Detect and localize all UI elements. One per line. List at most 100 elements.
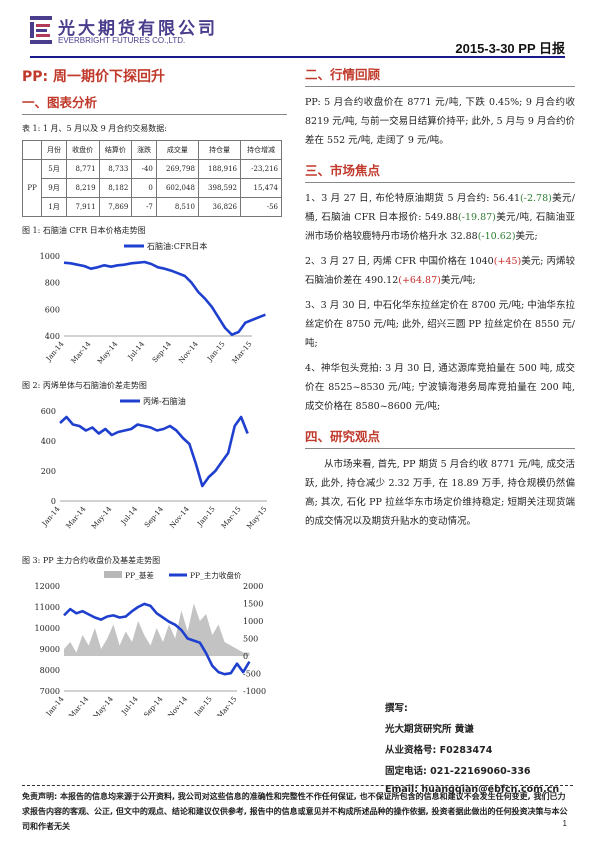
y-right-tick-label: 2000 bbox=[243, 582, 263, 591]
focus-text: 美元; bbox=[515, 231, 538, 242]
change-value: (-10.62) bbox=[477, 231, 516, 242]
x-tick-label: Jan-14 bbox=[40, 505, 62, 529]
x-tick-label: Mar-14 bbox=[70, 340, 93, 365]
research-view-text: 从市场来看, 首先, PP 期货 5 月合约收 8771 元/吨, 成交活跃, … bbox=[305, 459, 575, 527]
company-name-cn: 光大期货有限公司 bbox=[58, 19, 218, 39]
table-cell: 0 bbox=[131, 178, 157, 198]
table-cell: 9月 bbox=[41, 178, 67, 198]
table-row: 9月 8,219 8,182 0 602,048 398,592 15,474 bbox=[23, 178, 283, 198]
table-cell: 5月 bbox=[41, 159, 67, 179]
right-column: 二、行情回顾 PP: 5 月合约收盘价在 8771 元/吨, 下跌 0.45%;… bbox=[305, 60, 575, 531]
focus-paragraph-3: 3、3 月 30 日, 中石化华东拉丝定价在 8700 元/吨; 中油华东拉丝定… bbox=[305, 300, 575, 349]
table-cell: 602,048 bbox=[155, 178, 199, 198]
table-cell: 8,510 bbox=[155, 197, 199, 217]
focus-text: 2、3 月 27 日, 丙烯 CFR 中国价格在 1040 bbox=[305, 256, 494, 267]
table-cell: -7 bbox=[131, 197, 157, 217]
focus-text: 美元/吨; bbox=[440, 275, 476, 286]
author-label: 撰写: bbox=[385, 703, 408, 714]
table-header-cell: 持仓增减 bbox=[239, 140, 283, 160]
table-cell: 36,826 bbox=[197, 197, 241, 217]
x-tick-label: Nov-14 bbox=[177, 340, 200, 365]
figure1-caption: 图 1: 石脑油 CFR 日本价格走势图 bbox=[22, 226, 146, 235]
change-value: (+64.87) bbox=[398, 275, 441, 286]
y-left-tick-label: 9000 bbox=[40, 645, 60, 654]
author-phone: 固定电话: 021-22169060-336 bbox=[385, 766, 531, 777]
figure2-caption: 图 2: 丙烯单体与石脑油价差走势图 bbox=[22, 381, 147, 390]
table-cell: 8,182 bbox=[98, 178, 133, 198]
x-tick-label: Jan-14 bbox=[44, 695, 66, 716]
x-tick-label: Mar-15 bbox=[216, 695, 239, 716]
left-column: PP: 周一期价下探回升 一、图表分析 表 1: 1 月、5 月以及 9 月合约… bbox=[21, 60, 287, 716]
y-tick-label: 600 bbox=[41, 407, 56, 416]
y-tick-label: 200 bbox=[41, 467, 56, 476]
section-market-focus: 三、市场焦点 bbox=[305, 163, 381, 178]
table-header-cell: 涨跌 bbox=[131, 140, 157, 160]
series-line bbox=[59, 415, 249, 488]
table-cell: 269,798 bbox=[155, 159, 199, 179]
y-tick-label: 600 bbox=[45, 305, 60, 314]
table-cell: 7,869 bbox=[98, 197, 133, 217]
x-tick-label: Mar-14 bbox=[67, 695, 90, 716]
section-market-review: 二、行情回顾 bbox=[305, 67, 381, 82]
pp-close-basis-chart: PP_基差 PP_主力收盘价700080009000100001100012000… bbox=[35, 570, 267, 716]
x-tick-label: Jul-14 bbox=[119, 505, 140, 527]
x-tick-label: Sep-14 bbox=[151, 340, 173, 364]
table-header-cell: 收盘价 bbox=[65, 140, 100, 160]
table-header-row: 月份 收盘价 结算价 涨跌 成交量 持仓量 持仓增减 bbox=[21, 140, 283, 160]
section-divider bbox=[305, 182, 575, 183]
x-tick-label: May-14 bbox=[92, 695, 116, 716]
table-row: PP 5月 8,771 8,733 -40 269,798 188,916 -2… bbox=[21, 159, 283, 217]
change-value: (-19.87) bbox=[458, 212, 496, 223]
y-right-tick-label: -500 bbox=[243, 670, 261, 679]
section-divider bbox=[305, 448, 575, 449]
table-cell: 398,592 bbox=[197, 178, 241, 198]
author-name: 光大期货研究所 黄谦 bbox=[385, 724, 474, 735]
company-name-en: EVERBRIGHT FUTURES CO.,LTD. bbox=[58, 36, 186, 45]
focus-text: 美元; 丙烯较石脑油价差在 490.12 bbox=[305, 256, 575, 286]
table-header-cell: 成交量 bbox=[155, 140, 199, 160]
change-value: (+45) bbox=[493, 256, 522, 267]
series-line bbox=[63, 260, 266, 336]
x-tick-label: Jul-14 bbox=[126, 340, 147, 362]
market-review-text: PP: 5 月合约收盘价在 8771 元/吨, 下跌 0.45%; 9 月合约收… bbox=[305, 97, 575, 146]
section-divider bbox=[305, 86, 575, 87]
company-logo: 光大期货有限公司 EVERBRIGHT FUTURES CO.,LTD. bbox=[30, 14, 230, 48]
report-date-label: 2015-3-30 PP 日报 bbox=[455, 41, 565, 56]
legend-swatch bbox=[104, 571, 122, 578]
author-email: Email: huangqian@ebfcn.com.cn bbox=[385, 784, 560, 795]
author-block: 撰写: 光大期货研究所 黄谦 从业资格号: F0283474 固定电话: 021… bbox=[385, 700, 559, 805]
author-license: 从业资格号: F0283474 bbox=[385, 745, 493, 756]
propylene-naphtha-spread-chart: 丙烯-石脑油 0 200 400 600 Jan-14 Mar-14 May-14 Jul-14… bbox=[40, 396, 268, 531]
y-tick-label: 800 bbox=[45, 279, 60, 288]
section-divider bbox=[22, 114, 287, 115]
x-tick-label: May-14 bbox=[90, 505, 114, 531]
table-cell: 8,733 bbox=[98, 159, 133, 179]
y-left-tick-label: 12000 bbox=[35, 582, 60, 591]
table-cell: 8,219 bbox=[65, 178, 100, 198]
y-left-tick-label: 11000 bbox=[35, 603, 60, 612]
x-tick-label: Nov-14 bbox=[167, 695, 190, 716]
y-tick-label: 400 bbox=[41, 437, 56, 446]
table-cell: 8,771 bbox=[65, 159, 100, 179]
x-tick-label: Jan-15 bbox=[195, 505, 216, 528]
y-tick-label: 1000 bbox=[40, 252, 60, 261]
y-left-tick-label: 10000 bbox=[35, 624, 60, 633]
y-right-tick-label: 500 bbox=[243, 635, 258, 644]
y-tick-label: 400 bbox=[45, 332, 60, 341]
x-tick-label: Jan-15 bbox=[192, 695, 213, 716]
x-tick-label: May-14 bbox=[96, 340, 120, 366]
change-value: (-2.78) bbox=[520, 193, 552, 204]
section-chart-analysis: 一、图表分析 bbox=[22, 95, 98, 110]
table-cell: -40 bbox=[131, 159, 157, 179]
legend-label: PP_基差 bbox=[125, 570, 154, 580]
basis-area bbox=[64, 603, 250, 656]
focus-text: 美元/桶, 石脑油 CFR 日本报价: 549.88 bbox=[305, 193, 575, 223]
x-tick-label: Sep-14 bbox=[143, 505, 165, 529]
naphtha-price-chart: 石脑油:CFR日本 400 600 800 1000 Jan-14 Mar-14 May-14… bbox=[40, 241, 266, 366]
table-cell: 15,474 bbox=[239, 178, 283, 198]
y-right-tick-label: 0 bbox=[243, 652, 248, 661]
y-left-tick-label: 7000 bbox=[40, 687, 60, 696]
header-divider bbox=[30, 56, 565, 58]
table-caption: 表 1: 1 月、5 月以及 9 月合约交易数据: bbox=[22, 124, 168, 133]
focus-text: 美元/吨, 石脑油亚洲市场价格较鹿特丹市场价格升水 32.88 bbox=[305, 212, 575, 242]
